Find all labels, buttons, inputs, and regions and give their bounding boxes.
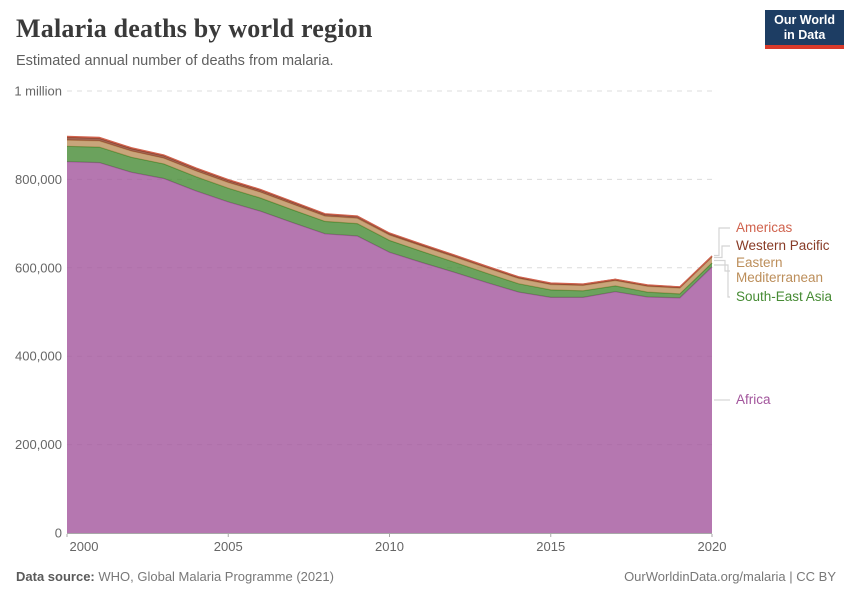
- legend-item-africa[interactable]: Africa: [736, 392, 771, 407]
- stacked-area-chart: 0 200,000 400,000 600,000 800,000 1 million 20…: [14, 84, 730, 554]
- data-source-text: WHO, Global Malaria Programme (2021): [98, 569, 334, 584]
- legend-connector-line: [714, 264, 730, 298]
- area-south-east-asia: [67, 146, 712, 298]
- legend-item-south-east-asia[interactable]: South-East Asia: [736, 289, 833, 304]
- y-tick-label: 600,000: [15, 260, 62, 275]
- legend-connector-line: [714, 245, 730, 259]
- area-africa: [67, 161, 712, 533]
- x-tick-label: 2020: [698, 539, 727, 554]
- x-tick-label: 2015: [536, 539, 565, 554]
- owid-logo-line2: in Data: [783, 28, 826, 42]
- legend-item-western-pacific[interactable]: Western Pacific: [736, 238, 830, 253]
- chart-footer: Data source: WHO, Global Malaria Program…: [0, 566, 850, 600]
- x-tick-label: 2000: [70, 539, 99, 554]
- legend-item-eastern-mediterranean[interactable]: Eastern Mediterranean: [736, 255, 824, 285]
- owid-logo[interactable]: Our World in Data: [765, 10, 844, 49]
- data-source-label: Data source:: [16, 569, 95, 584]
- legend-item-americas[interactable]: Americas: [736, 220, 793, 235]
- page-title: Malaria deaths by world region: [16, 14, 373, 43]
- chart-subtitle: Estimated annual number of deaths from m…: [16, 53, 334, 69]
- y-tick-label: 800,000: [15, 172, 62, 187]
- x-tick-label: 2010: [375, 539, 404, 554]
- y-tick-label: 400,000: [15, 349, 62, 364]
- owid-logo-line1: Our World: [774, 13, 835, 27]
- legend-connector-line: [714, 227, 730, 257]
- x-tick-label: 2005: [214, 539, 243, 554]
- y-tick-label: 200,000: [15, 437, 62, 452]
- data-source-note: Data source: WHO, Global Malaria Program…: [16, 569, 334, 584]
- owid-cc-link[interactable]: OurWorldinData.org/malaria | CC BY: [624, 569, 836, 584]
- y-tick-label: 1 million: [14, 84, 62, 99]
- area-eastern-mediterranean: [67, 140, 712, 294]
- y-tick-label: 0: [55, 526, 62, 541]
- area-border-americas: [66, 135, 713, 288]
